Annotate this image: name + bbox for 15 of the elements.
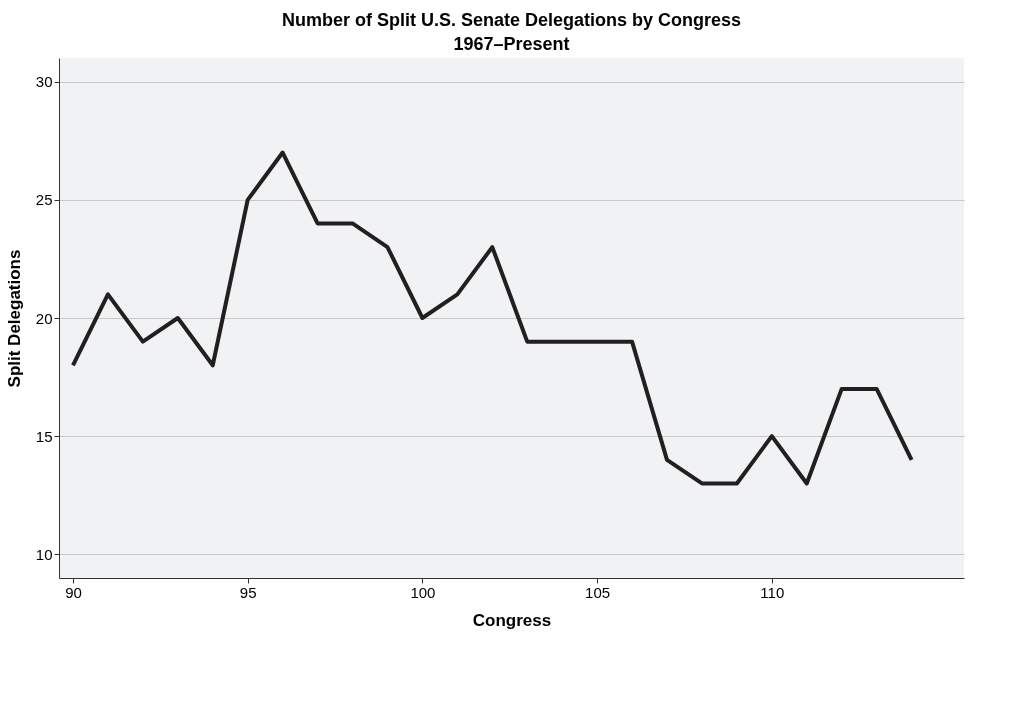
chart-subtitle: 1967–Present [453,34,570,54]
line-series [70,150,914,486]
y-tick-label: 20 [35,309,53,327]
x-tick-label: 100 [410,583,436,601]
y-axis-title: Split Delegations [4,249,24,388]
y-tick-label: 10 [35,545,53,563]
y-tick-label: 25 [35,191,53,209]
x-tick-label: 110 [760,583,785,601]
y-tick-label: 30 [35,73,53,91]
chart-title: Number of Split U.S. Senate Delegations by Congress [281,10,742,30]
x-tick-label: 95 [239,583,257,601]
x-tick-label: 90 [65,583,82,601]
y-tick-label: 15 [35,427,53,445]
x-axis-title: Congress [472,610,552,630]
x-tick-label: 105 [585,583,611,601]
